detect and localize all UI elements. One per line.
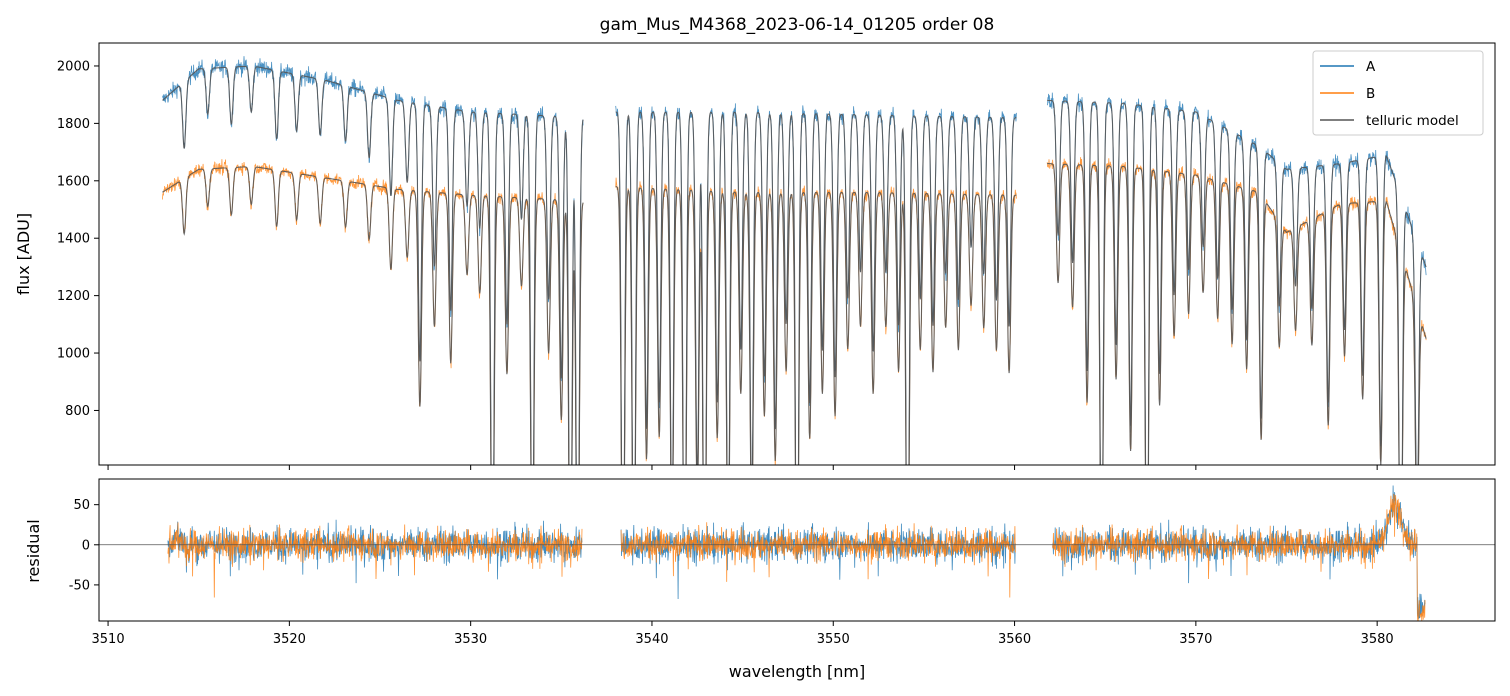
x-tick-label: 3580 [1361,632,1394,647]
flux-plot-area [99,43,1495,465]
residual-x-ticks: 3510 3520 3530 3540 3550 3560 3570 3580 [92,621,1394,647]
legend-label-b: B [1366,86,1375,102]
flux-x-ticks [107,465,1378,470]
x-tick-label: 3540 [635,632,668,647]
residual-y-tick-label: -50 [69,578,90,593]
x-tick-label: 3560 [998,632,1031,647]
x-tick-label: 3510 [92,632,125,647]
flux-y-tick-label: 1000 [57,347,90,362]
chart-title: gam_Mus_M4368_2023-06-14_01205 order 08 [600,15,995,35]
flux-y-tick-label: 1800 [57,117,90,132]
legend-label-a: A [1366,59,1376,75]
legend-box [1312,50,1484,136]
flux-axes-frame [98,42,1496,466]
legend-label-telluric: telluric model [1366,113,1459,129]
flux-y-ticks: 800 1000 1200 1400 1600 1800 2000 [57,59,99,419]
flux-y-tick-label: 1200 [57,289,90,304]
x-tick-label: 3550 [817,632,850,647]
residual-series-group [99,485,1495,621]
x-tick-label: 3570 [1179,632,1212,647]
x-axis-label: wavelength [nm] [729,662,866,681]
residual-y-tick-label: 0 [82,538,90,553]
residual-y-tick-label: 50 [73,498,90,513]
residual-y-ticks: -50 0 50 [69,498,99,593]
flux-y-tick-label: 800 [65,404,90,419]
x-tick-label: 3530 [454,632,487,647]
residual-y-axis-label: residual [24,519,43,582]
flux-y-tick-label: 1400 [57,232,90,247]
flux-y-axis-label: flux [ADU] [14,213,33,295]
x-tick-label: 3520 [273,632,306,647]
residual-series-b-line [167,493,1426,621]
flux-panel: 800 1000 1200 1400 1600 1800 2000 flux [ADU] A… [14,42,1496,470]
flux-series-group [162,56,1427,465]
legend: A B telluric model [1312,50,1484,136]
telluric-model-line-b [162,163,1427,465]
flux-y-tick-label: 1600 [57,174,90,189]
residual-axes-frame [98,478,1496,622]
flux-y-tick-label: 2000 [57,59,90,74]
